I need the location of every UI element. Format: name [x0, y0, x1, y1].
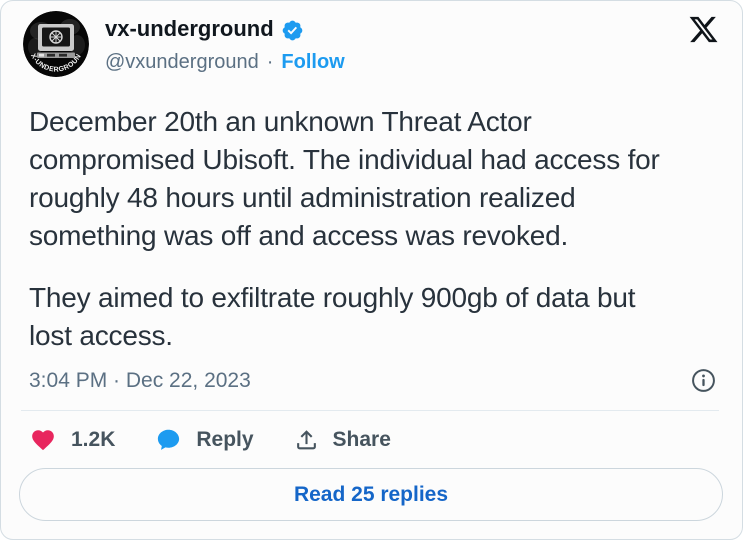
x-logo-icon[interactable] [688, 14, 719, 45]
action-bar: 1.2K Reply Share [29, 422, 391, 458]
follow-link[interactable]: Follow [281, 51, 345, 73]
tweet-paragraph-2: They aimed to exfiltrate roughly 900gb o… [29, 282, 636, 351]
reply-label: Reply [196, 428, 254, 451]
like-count: 1.2K [71, 428, 116, 451]
share-icon [296, 430, 316, 450]
speech-bubble-icon [158, 429, 180, 450]
display-name: vx-underground [105, 16, 274, 41]
user-handle[interactable]: @vxunderground [105, 51, 259, 73]
heart-icon [32, 430, 54, 451]
tweet-paragraph-1: December 20th an unknown Threat Actor co… [29, 106, 660, 251]
share-button[interactable]: Share [294, 427, 391, 453]
read-replies-button[interactable]: Read 25 replies [19, 468, 723, 521]
separator-dot: · [266, 51, 274, 73]
display-name-row[interactable]: vx-underground [105, 16, 304, 42]
info-icon[interactable] [691, 368, 716, 393]
read-replies-label: Read 25 replies [293, 482, 449, 506]
like-button[interactable]: 1.2K [29, 427, 115, 453]
avatar-image: VX-UNDERGROUND [23, 11, 89, 77]
share-label: Share [332, 428, 391, 451]
handle-row: @vxunderground · Follow [105, 51, 345, 74]
vx-underground-avatar[interactable]: VX-UNDERGROUND [23, 11, 89, 77]
footer-divider [21, 410, 719, 411]
verified-badge-icon [282, 20, 302, 40]
reply-button[interactable]: Reply [155, 427, 254, 453]
tweet-timestamp[interactable]: 3:04 PM · Dec 22, 2023 [29, 369, 251, 392]
